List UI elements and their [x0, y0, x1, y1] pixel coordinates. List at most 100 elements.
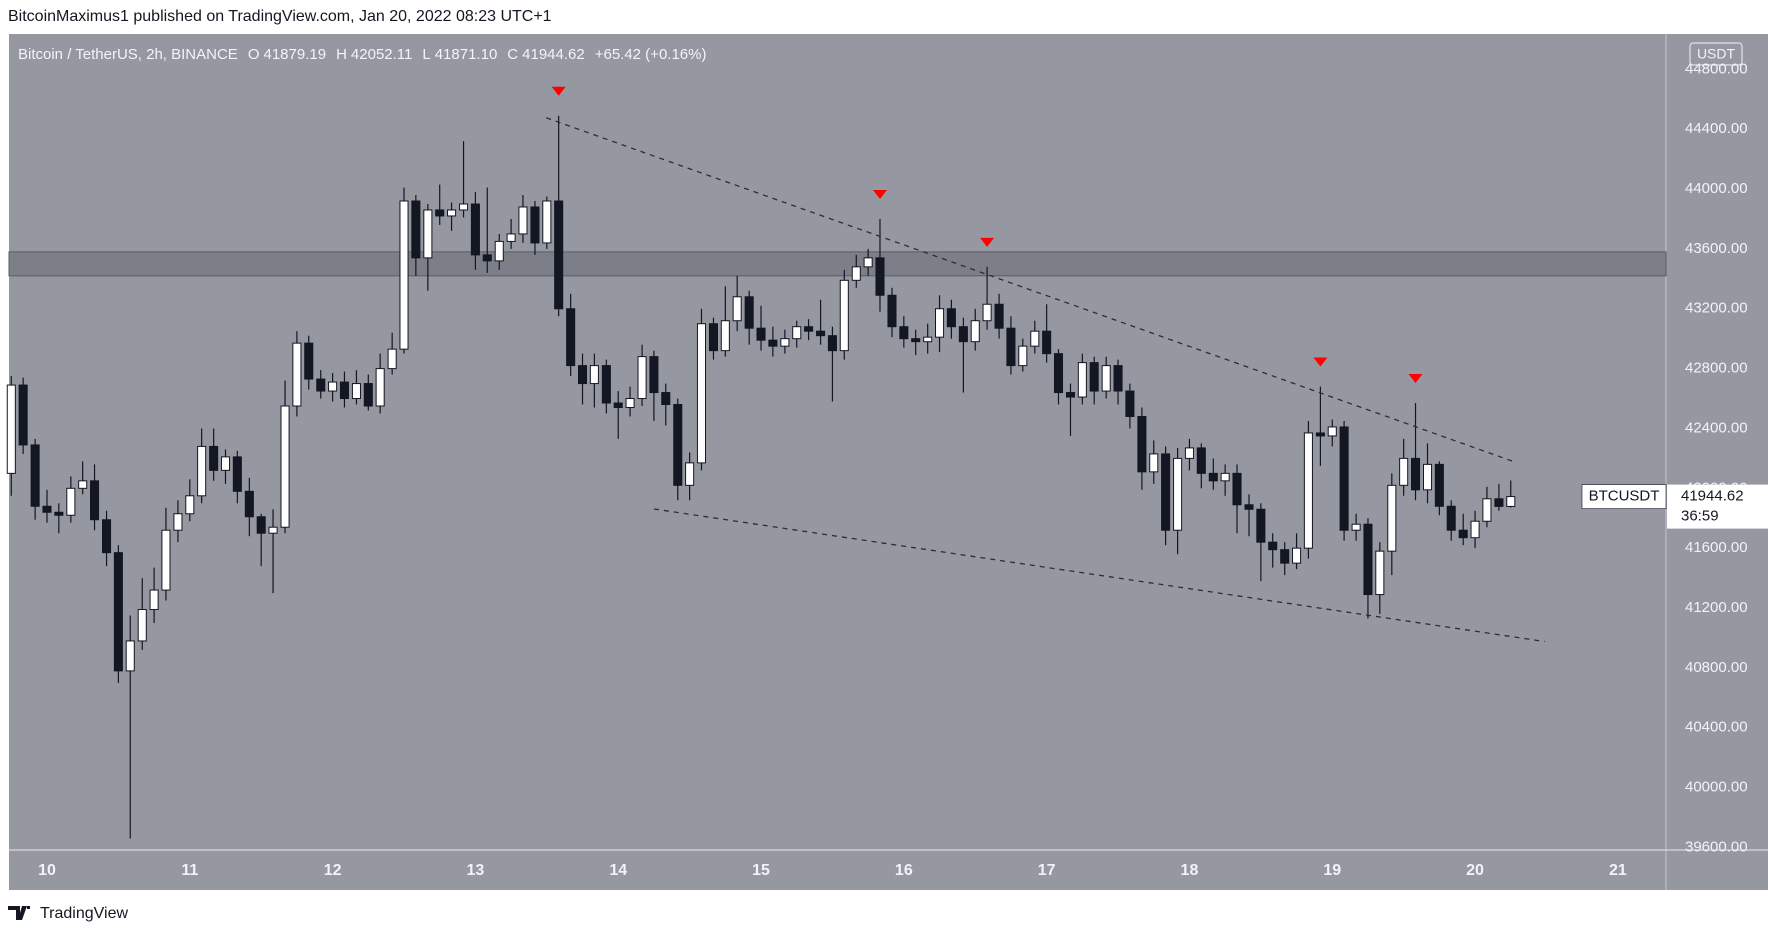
x-tick-label: 12	[324, 862, 342, 879]
candle-body	[577, 365, 588, 385]
candle-body	[18, 384, 28, 446]
candle-body	[137, 609, 147, 642]
candle-body	[935, 308, 945, 338]
candle-body	[756, 327, 766, 341]
x-tick-label: 20	[1466, 862, 1484, 879]
y-tick-label: 42800.00	[1685, 360, 1748, 377]
candle-body	[1387, 484, 1397, 552]
peak-marker	[872, 189, 887, 199]
candle-body	[232, 456, 242, 492]
candle-body	[1422, 463, 1433, 491]
candle-body	[328, 381, 338, 392]
candle-body	[982, 303, 992, 322]
currency-box	[1689, 42, 1743, 66]
currency-label: USDT	[1697, 46, 1736, 62]
y-tick-label: 41600.00	[1685, 539, 1748, 556]
candle-body	[363, 383, 373, 407]
ohlc-key: O	[247, 46, 260, 63]
trendline	[653, 508, 1545, 643]
candle-body	[173, 513, 183, 531]
candle-body	[1184, 447, 1194, 459]
x-tick-label: 10	[38, 862, 56, 879]
candle-body	[209, 445, 219, 471]
candle-body	[256, 516, 266, 534]
candle-body	[1161, 453, 1171, 531]
candle-body	[1220, 472, 1230, 482]
candle-body	[149, 589, 159, 611]
y-tick-label: 39600.00	[1685, 838, 1748, 855]
legend: Bitcoin / TetherUS, 2h, BINANCE O 41879.19…	[18, 46, 710, 63]
candle-body	[542, 200, 552, 244]
candle-body	[1149, 453, 1159, 473]
candle-body	[851, 266, 861, 281]
candle-body	[780, 338, 790, 347]
peak-marker	[980, 237, 995, 247]
plot-area	[6, 86, 1667, 839]
y-tick-label: 40000.00	[1685, 779, 1748, 796]
candle-body	[732, 296, 742, 322]
footer-logo: TradingView	[8, 905, 128, 922]
candle-body	[90, 480, 100, 521]
change: +65.42 (+0.16%)	[594, 46, 707, 63]
candle-body	[54, 511, 64, 516]
candle-body	[1399, 457, 1409, 486]
x-tick-label: 21	[1609, 862, 1627, 879]
candle-body	[1292, 547, 1302, 564]
candle-body	[518, 206, 528, 235]
candle-body	[899, 326, 909, 340]
candle-body	[887, 294, 897, 328]
candle-body	[268, 526, 278, 534]
peak-marker	[551, 86, 566, 96]
candle-body	[125, 640, 135, 672]
candle-body	[1482, 498, 1492, 522]
candle-body	[589, 365, 599, 385]
y-tick-label: 40400.00	[1685, 719, 1748, 736]
candle-body	[804, 326, 814, 332]
candle-body	[1137, 415, 1147, 473]
candle-body	[1303, 432, 1313, 549]
candle-body	[946, 308, 956, 328]
candle-body	[220, 456, 231, 471]
candle-body	[1042, 330, 1052, 355]
candle-body	[447, 209, 457, 217]
candle-body	[316, 378, 326, 392]
candle-body	[1268, 541, 1278, 551]
y-tick-label: 40800.00	[1685, 659, 1748, 676]
legend-title: Bitcoin / TetherUS, 2h, BINANCE	[18, 46, 238, 63]
candle-body	[1256, 508, 1266, 543]
candle-body	[1018, 345, 1028, 367]
y-tick-label: 44800.00	[1685, 60, 1748, 77]
last-price: 41944.62	[1681, 488, 1744, 505]
candle-body	[411, 200, 421, 259]
candle-body	[970, 320, 980, 343]
candle-body	[1351, 523, 1361, 531]
candle-body	[1363, 523, 1373, 596]
y-tick-label: 44400.00	[1685, 120, 1748, 137]
x-tick-label: 19	[1323, 862, 1341, 879]
peak-marker	[1408, 374, 1423, 384]
candle-body	[506, 233, 516, 242]
candle-body	[1446, 505, 1456, 531]
candle-body	[1339, 426, 1349, 531]
candle-body	[6, 384, 16, 474]
candle-body	[1280, 549, 1290, 564]
candle-body	[1077, 362, 1087, 398]
x-tick-label: 15	[752, 862, 770, 879]
x-tick-label: 16	[895, 862, 913, 879]
candle-body	[601, 365, 611, 404]
candle-body	[1208, 472, 1218, 482]
candle-body	[304, 342, 314, 380]
x-tick-label: 14	[609, 862, 627, 879]
resistance-zone	[8, 251, 1667, 277]
ohlc-key: L	[422, 46, 431, 63]
candle-body	[1458, 529, 1468, 539]
brand: TradingView	[40, 905, 128, 922]
symbol-box	[1581, 484, 1667, 509]
candle-body	[399, 200, 409, 350]
candle-body	[530, 206, 540, 244]
candle-body	[482, 254, 492, 262]
candle-body	[1410, 457, 1421, 491]
ohlc-key: H	[336, 46, 347, 63]
candle-body	[1470, 520, 1480, 539]
